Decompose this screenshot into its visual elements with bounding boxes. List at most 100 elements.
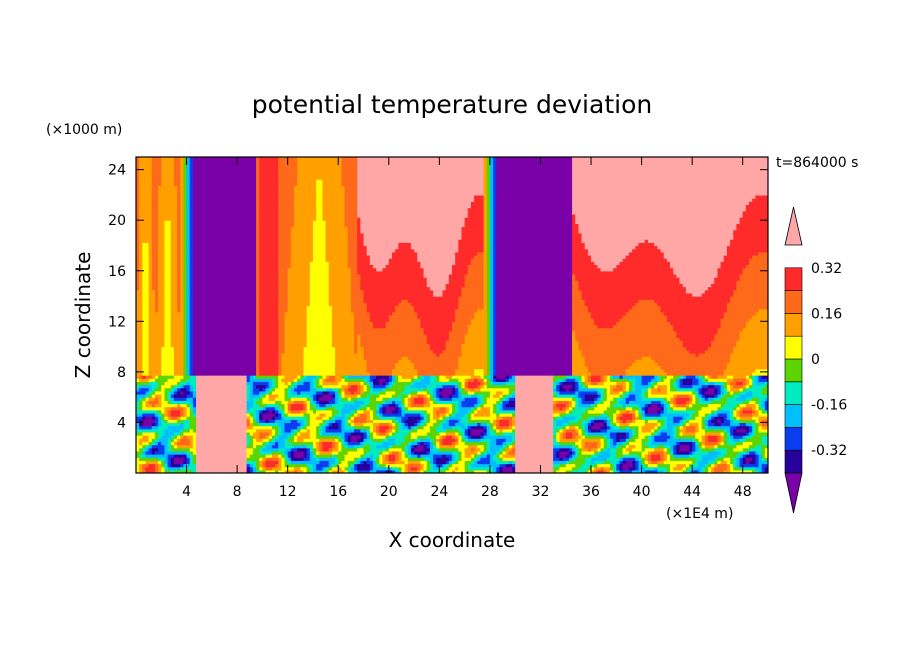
contour-cell xyxy=(707,346,734,351)
contour-cell xyxy=(572,245,586,250)
contour-cell xyxy=(395,403,399,408)
contour-cell xyxy=(483,299,488,303)
contour-cell xyxy=(170,397,175,401)
contour-cell xyxy=(344,198,358,202)
contour-cell xyxy=(382,441,396,446)
contour-cell xyxy=(350,438,358,442)
contour-cell xyxy=(312,454,317,458)
contour-cell xyxy=(252,419,257,424)
contour-cell xyxy=(287,270,311,275)
contour-cell xyxy=(316,457,320,461)
contour-cell xyxy=(167,412,172,417)
contour-cell xyxy=(512,438,516,442)
contour-cell xyxy=(139,463,143,468)
contour-cell xyxy=(164,315,172,319)
contour-cell xyxy=(742,406,753,411)
contour-cell xyxy=(493,330,497,335)
contour-cell xyxy=(344,185,358,190)
contour-cell xyxy=(445,469,453,473)
contour-cell xyxy=(723,469,731,473)
contour-cell xyxy=(395,305,415,310)
contour-cell xyxy=(439,394,444,398)
contour-cell xyxy=(196,441,248,446)
contour-cell xyxy=(717,460,722,465)
contour-cell xyxy=(647,387,652,392)
contour-cell xyxy=(259,185,279,190)
contour-cell xyxy=(192,327,257,332)
contour-cell xyxy=(515,428,554,433)
contour-cell xyxy=(733,431,747,436)
contour-cell xyxy=(692,397,696,401)
contour-cell xyxy=(303,365,336,370)
contour-cell xyxy=(189,409,194,414)
contour-cell xyxy=(180,412,184,417)
contour-cell xyxy=(723,258,750,262)
contour-cell xyxy=(275,428,279,433)
contour-cell xyxy=(673,431,677,436)
contour-cell xyxy=(673,454,690,458)
contour-cell xyxy=(395,362,415,367)
contour-cell xyxy=(376,397,384,401)
contour-cell xyxy=(572,204,747,209)
contour-cell xyxy=(610,419,614,424)
contour-cell xyxy=(704,444,715,449)
contour-cell xyxy=(477,378,485,382)
contour-cell xyxy=(369,463,374,468)
contour-cell xyxy=(196,403,248,408)
contour-cell xyxy=(429,390,434,395)
contour-cell xyxy=(704,431,722,436)
contour-cell xyxy=(429,403,453,408)
contour-cell xyxy=(145,469,156,473)
contour-cell xyxy=(445,375,453,379)
contour-cell xyxy=(752,394,768,398)
contour-cell xyxy=(723,403,737,408)
contour-cell xyxy=(404,419,418,424)
contour-cell xyxy=(723,454,737,458)
contour-cell xyxy=(559,447,570,452)
contour-cell xyxy=(357,270,425,275)
contour-cell xyxy=(192,460,197,465)
contour-cell xyxy=(287,454,292,458)
contour-cell xyxy=(189,185,194,190)
contour-cell xyxy=(363,346,431,351)
contour-cell xyxy=(493,333,497,338)
contour-cell xyxy=(410,245,459,250)
contour-cell xyxy=(350,277,361,281)
contour-cell xyxy=(758,454,763,458)
contour-cell xyxy=(556,454,561,458)
contour-cell xyxy=(417,311,456,316)
contour-cell xyxy=(726,365,768,370)
contour-cell xyxy=(180,384,184,389)
contour-cell xyxy=(644,239,649,243)
contour-cell xyxy=(689,412,693,417)
contour-cell xyxy=(259,324,279,329)
contour-cell xyxy=(515,447,554,452)
contour-cell xyxy=(357,412,361,417)
contour-cell xyxy=(632,305,662,310)
contour-cell xyxy=(246,463,251,468)
contour-cell xyxy=(284,330,308,335)
contour-cell xyxy=(170,242,178,247)
contour-cell xyxy=(139,242,143,247)
contour-cell xyxy=(350,289,365,294)
contour-cell xyxy=(246,457,260,461)
contour-cell xyxy=(493,198,497,202)
contour-cell xyxy=(685,425,696,430)
contour-cell xyxy=(486,292,491,297)
contour-cell xyxy=(139,469,143,473)
contour-cell xyxy=(673,375,681,379)
contour-cell xyxy=(493,194,497,199)
contour-cell xyxy=(189,419,197,424)
contour-cell xyxy=(603,378,608,382)
contour-cell xyxy=(395,378,399,382)
contour-cell xyxy=(164,412,169,417)
contour-cell xyxy=(733,236,768,240)
contour-cell xyxy=(714,394,719,398)
contour-cell xyxy=(186,324,191,329)
contour-cell xyxy=(496,409,516,414)
contour-cell xyxy=(584,460,592,465)
contour-cell xyxy=(192,324,257,329)
contour-cell xyxy=(486,254,491,259)
contour-cell xyxy=(553,466,561,471)
contour-cell xyxy=(161,403,178,408)
